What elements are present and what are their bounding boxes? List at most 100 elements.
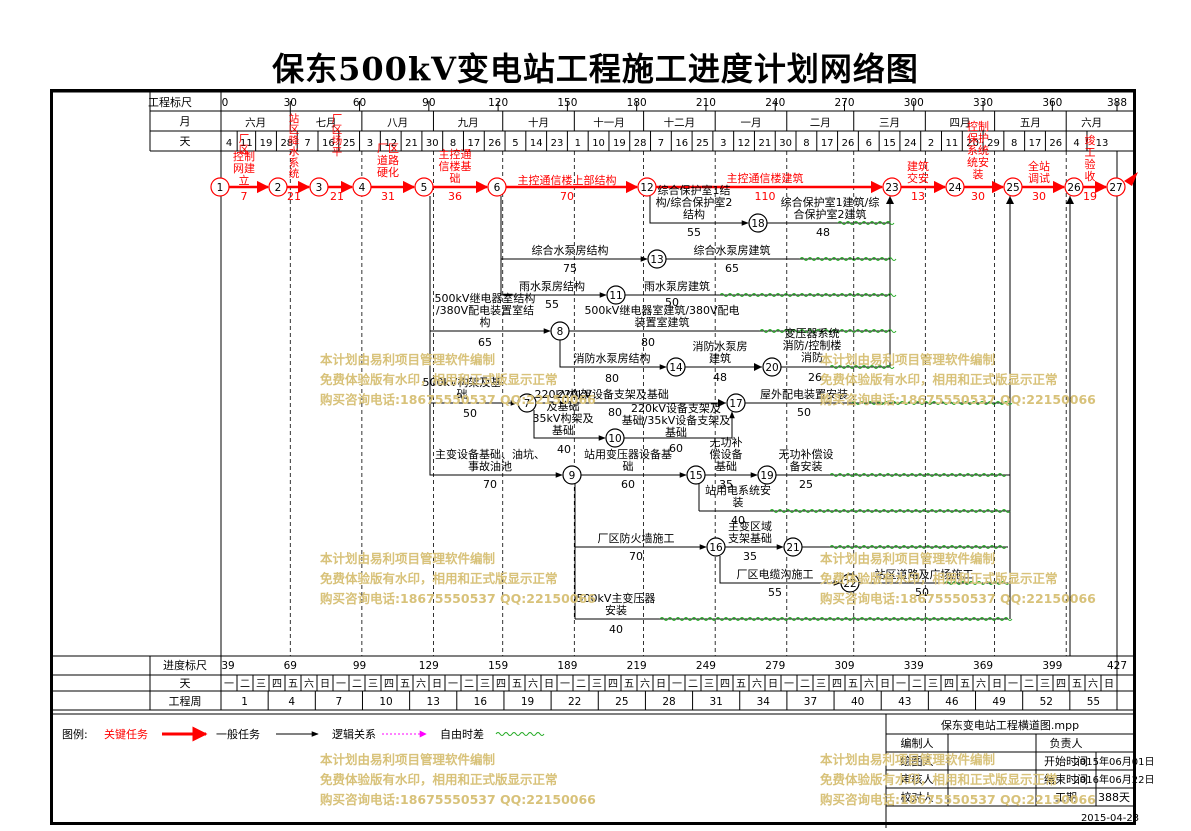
week-label: 19 [521,696,534,708]
day-label: 8 [1011,138,1017,149]
week-label: 37 [804,696,817,708]
weekday-label: 三 [480,679,490,690]
task-duration: 60 [669,442,683,455]
weekday-label: 三 [592,679,602,690]
ruler-tick-label: 180 [627,97,647,109]
weekday-label: 六 [528,678,538,690]
weekday-label: 一 [560,679,570,690]
task-label: 础 [623,460,634,473]
task-duration: 80 [641,336,655,349]
weekday-label: 二 [800,679,810,690]
node-21 [783,537,803,557]
node-number: 2 [275,182,282,194]
critical-label: 调试 [1028,172,1050,185]
task-duration: 26 [808,371,822,384]
node-3 [309,177,329,197]
task-label: 构 [480,315,491,329]
node-number: 6 [494,182,501,194]
critical-label: 主控通 [439,147,472,161]
task-label: 500kV继电器室建筑/380V配电 [584,303,739,317]
node-number: 20 [765,362,778,374]
day-label: 3 [367,138,373,149]
weekday-label: 一 [1008,679,1018,690]
info-date: 2015-04-23 [1081,813,1139,824]
task-duration: 50 [797,406,811,419]
critical-duration: 21 [287,190,301,203]
week-label: 工程周 [169,695,202,708]
week-label: 28 [662,696,675,708]
task-label: 雨水泵房建筑 [644,279,710,293]
critical-label: 全站 [1028,159,1050,173]
task-duration: 70 [483,478,497,491]
task-duration: 50 [915,586,929,599]
task-arrow [649,196,749,226]
node-19 [757,465,777,485]
node-number: 8 [557,326,564,338]
weekday-label: 一 [896,679,906,690]
task-label: 消防 [801,350,823,364]
free-float [719,293,897,297]
weekday-label: 三 [256,679,266,690]
task-label: 支架基础 [728,532,772,545]
week-label: 25 [615,696,628,708]
task-arrow [719,556,841,586]
weekday-label: 五 [736,679,746,690]
end-flag [1124,172,1138,186]
day-label: 8 [450,138,456,149]
week-label: 10 [379,696,392,708]
ruler-tick-label: 330 [973,97,993,109]
node-number: 21 [786,542,799,554]
page-title: 保东500kV变电站工程施工进度计划网络图 [272,50,919,88]
month-label: 八月 [387,117,408,129]
info-drafter-label: 编制人 [901,736,934,750]
bottom-ruler-label: 进度标尺 [163,658,207,672]
weekday-label: 三 [816,679,826,690]
info-duration-label: 工期 [1055,791,1077,804]
weekday-label: 四 [496,679,506,690]
task-duration: 80 [608,406,622,419]
day-label: 17 [467,138,480,149]
task-label: 无功补 [710,436,743,449]
info-checker-label: 校对人 [901,790,934,804]
node-number: 13 [650,254,663,266]
critical-duration: 19 [1083,190,1097,203]
node-number: 25 [1006,182,1019,194]
node-6 [487,177,507,197]
bottom-ruler-tick-label: 369 [973,660,993,672]
bottom-ruler-tick-label: 69 [284,660,297,672]
weekday-label: 日 [880,679,890,690]
weekday-label: 日 [1104,679,1114,690]
day-label: 17 [821,138,834,149]
critical-label: 主控通信楼上部结构 [518,173,617,187]
ruler-tick-label: 300 [904,97,924,109]
task-duration: 25 [799,478,813,491]
free-float [759,329,897,333]
free-float [799,257,897,261]
weekday-label: 五 [848,679,858,690]
weekday-label: 一 [336,679,346,690]
node-number: 16 [709,542,723,554]
task-label: 主变区域 [728,519,772,533]
day-label: 23 [551,138,564,149]
node-24 [945,177,965,197]
task-label: 220kV构架 [535,387,592,401]
bottom-ruler-tick-label: 399 [1042,660,1062,672]
legend-logic-label: 逻辑关系 [332,727,376,741]
task-duration: 50 [665,296,679,309]
task-label: 综合保护室1结 [658,183,731,197]
info-duration-value: 388天 [1098,791,1130,804]
day-label: 28 [634,138,647,149]
weekday-label: 五 [512,679,522,690]
week-label: 1 [241,696,248,708]
week-label: 13 [427,696,440,708]
task-label: 站区道路及广场施工 [875,567,974,581]
task-label: 站用电系统安 [705,483,771,497]
arrowhead [1006,196,1014,204]
day-label: 13 [1096,138,1109,149]
weekday-label: 四 [720,679,730,690]
day-label: 12 [384,138,397,149]
day-label: 3 [720,138,726,149]
day-label: 25 [696,138,709,149]
month-label: 六月 [245,117,266,129]
